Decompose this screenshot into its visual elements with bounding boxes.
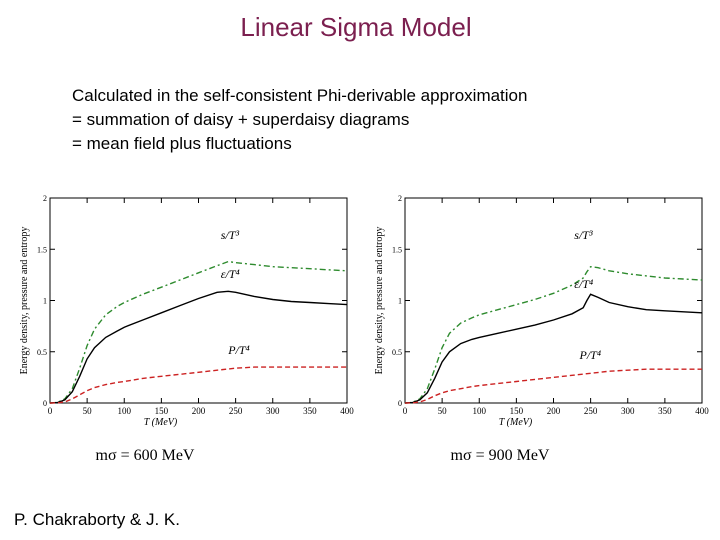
series-label-0: s/T³ — [221, 228, 240, 242]
y-tick-label: 1 — [398, 297, 402, 306]
x-tick-label: 50 — [83, 406, 93, 416]
chart-caption: mσ = 900 MeV — [451, 447, 550, 464]
series-label-1: ε/T⁴ — [221, 267, 240, 281]
x-tick-label: 50 — [438, 406, 448, 416]
description-line-1: Calculated in the self-consistent Phi-de… — [72, 86, 528, 105]
x-tick-label: 250 — [584, 406, 598, 416]
x-tick-label: 400 — [340, 406, 354, 416]
series-label-1: ε/T⁴ — [574, 277, 593, 291]
chart-msigma-600: 0 50 100 150 200 250 300 350 400 0 0.5 1 1.5 2 T (MeV)… — [19, 194, 354, 464]
y-tick-label: 2 — [43, 194, 47, 203]
y-axis-label: Energy density, pressure and entropy — [374, 227, 385, 375]
slide-title: Linear Sigma Model — [240, 12, 472, 42]
description-line-3: = mean field plus fluctuations — [72, 134, 292, 153]
chart-msigma-900: 0 50 100 150 200 250 300 350 400 0 0.5 1 1.5 2 T (MeV)… — [374, 194, 709, 464]
y-tick-label: 1 — [43, 297, 47, 306]
description: Calculated in the self-consistent Phi-de… — [72, 84, 527, 156]
x-tick-label: 200 — [192, 406, 206, 416]
x-tick-label: 150 — [510, 406, 524, 416]
x-tick-label: 400 — [695, 406, 709, 416]
x-tick-label: 100 — [473, 406, 487, 416]
y-tick-label: 1.5 — [392, 245, 402, 254]
x-tick-label: 150 — [155, 406, 169, 416]
x-tick-label: 350 — [303, 406, 317, 416]
series-label-2: P/T⁴ — [227, 343, 250, 357]
series-line-0 — [404, 265, 703, 404]
series-label-0: s/T³ — [574, 228, 593, 242]
series-label-2: P/T⁴ — [578, 348, 601, 362]
credit-text: P. Chakraborty & J. K. — [14, 510, 180, 529]
chart-caption: mσ = 600 MeV — [96, 447, 195, 464]
x-axis-label: T (MeV) — [499, 417, 533, 428]
x-tick-label: 200 — [547, 406, 561, 416]
plot-frame — [404, 197, 703, 404]
y-tick-label: 0.5 — [37, 348, 47, 357]
y-axis-label: Energy density, pressure and entropy — [19, 227, 30, 375]
series-line-1 — [49, 290, 348, 404]
series-line-0 — [49, 260, 348, 404]
description-line-2: = summation of daisy + superdaisy diagra… — [72, 110, 410, 129]
y-tick-label: 0 — [398, 399, 402, 408]
x-tick-label: 0 — [403, 406, 408, 416]
x-tick-label: 0 — [48, 406, 53, 416]
series-line-1 — [404, 293, 703, 404]
y-tick-label: 0.5 — [392, 348, 402, 357]
y-tick-label: 1.5 — [37, 245, 47, 254]
y-tick-label: 0 — [43, 399, 47, 408]
series-line-2 — [404, 368, 702, 404]
x-tick-label: 100 — [118, 406, 132, 416]
x-tick-label: 300 — [621, 406, 635, 416]
y-tick-label: 2 — [398, 194, 402, 203]
x-tick-label: 250 — [229, 406, 243, 416]
series-line-2 — [49, 366, 347, 404]
x-tick-label: 300 — [266, 406, 280, 416]
x-tick-label: 350 — [658, 406, 672, 416]
x-axis-label: T (MeV) — [144, 417, 178, 428]
